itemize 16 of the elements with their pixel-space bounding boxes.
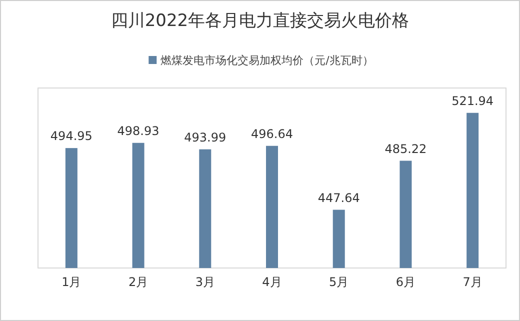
- data-label: 493.99: [184, 130, 226, 144]
- legend-label: 燃煤发电市场化交易加权均价（元/兆瓦时）: [160, 54, 374, 67]
- data-label: 498.93: [117, 124, 160, 138]
- x-tick-label: 1月: [62, 275, 82, 289]
- data-label: 447.64: [318, 190, 360, 205]
- x-tick-label: 4月: [262, 275, 282, 289]
- x-tick-label: 2月: [128, 275, 148, 289]
- x-tick-label: 5月: [329, 275, 349, 289]
- data-label: 494.95: [50, 129, 92, 144]
- data-label: 496.64: [251, 126, 293, 141]
- data-label: 485.22: [384, 142, 427, 156]
- chart-title: 四川2022年各月电力直接交易火电价格: [110, 11, 410, 31]
- x-tick-label: 7月: [462, 275, 482, 289]
- data-label: 521.94: [452, 94, 494, 108]
- x-tick-label: 6月: [396, 275, 416, 289]
- x-tick-label: 3月: [195, 275, 215, 289]
